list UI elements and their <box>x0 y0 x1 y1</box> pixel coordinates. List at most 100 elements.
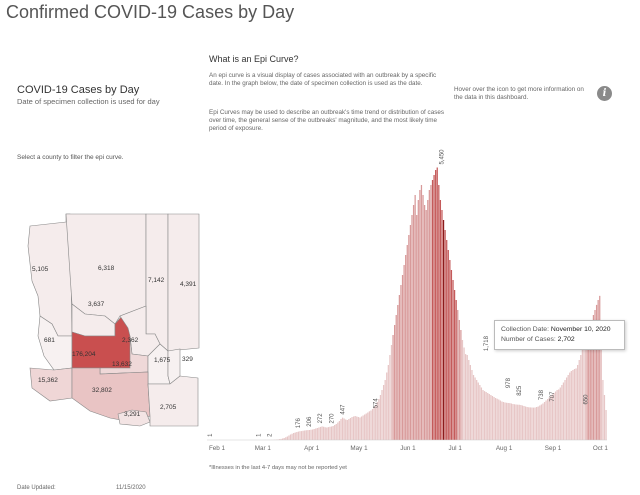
bar-day-155[interactable] <box>455 300 457 440</box>
bar-day-105[interactable] <box>376 402 378 440</box>
bar-day-56[interactable] <box>299 431 301 440</box>
bar-day-123[interactable] <box>405 255 407 440</box>
county-cochise[interactable] <box>147 375 199 427</box>
bar-day-115[interactable] <box>392 335 394 440</box>
bar-day-43[interactable] <box>278 439 281 440</box>
bar-day-190[interactable] <box>510 403 513 441</box>
bar-day-230[interactable] <box>573 369 576 440</box>
bar-day-81[interactable] <box>338 421 341 440</box>
bar-day-231[interactable] <box>575 368 577 440</box>
bar-day-249[interactable] <box>603 395 606 440</box>
bar-day-199[interactable] <box>524 406 527 441</box>
bar-day-55[interactable] <box>297 431 300 440</box>
bar-day-48[interactable] <box>286 436 288 441</box>
bar-day-125[interactable] <box>408 235 410 440</box>
bar-day-218[interactable] <box>554 391 557 441</box>
info-icon[interactable]: i <box>597 86 612 101</box>
bar-day-233[interactable] <box>578 360 580 440</box>
bar-day-163[interactable] <box>468 360 470 440</box>
bar-day-104[interactable] <box>375 405 377 440</box>
bar-day-45[interactable] <box>282 438 284 441</box>
bar-day-219[interactable] <box>556 390 558 440</box>
bar-day-186[interactable] <box>504 402 506 441</box>
bar-day-99[interactable] <box>367 412 369 441</box>
bar-day-89[interactable] <box>351 417 353 440</box>
bar-day-185[interactable] <box>502 402 505 440</box>
bar-day-175[interactable] <box>487 393 489 440</box>
bar-day-227[interactable] <box>569 372 571 440</box>
bar-day-121[interactable] <box>401 275 404 440</box>
bar-day-52[interactable] <box>293 433 295 440</box>
bar-day-202[interactable] <box>529 407 531 440</box>
bar-day-159[interactable] <box>461 340 464 440</box>
bar-day-93[interactable] <box>357 417 359 440</box>
bar-day-234[interactable] <box>580 355 582 440</box>
bar-day-53[interactable] <box>294 432 296 441</box>
bar-day-120[interactable] <box>400 285 402 440</box>
bar-day-95[interactable] <box>360 416 363 441</box>
bar-day-198[interactable] <box>523 406 525 440</box>
bar-day-210[interactable] <box>542 403 544 441</box>
bar-day-47[interactable] <box>285 437 287 440</box>
bar-day-150[interactable] <box>447 250 449 440</box>
bar-day-132[interactable] <box>419 190 421 440</box>
bar-day-146[interactable] <box>441 210 443 440</box>
bar-day-204[interactable] <box>532 407 535 440</box>
bar-day-73[interactable] <box>326 427 328 441</box>
bar-day-122[interactable] <box>403 265 405 440</box>
bar-day-196[interactable] <box>520 405 522 440</box>
bar-day-176[interactable] <box>488 394 490 440</box>
bar-day-180[interactable] <box>494 398 497 440</box>
bar-day-130[interactable] <box>416 215 418 440</box>
bar-day-86[interactable] <box>346 420 348 440</box>
bar-day-135[interactable] <box>423 205 426 440</box>
bar-day-44[interactable] <box>280 438 282 440</box>
bar-day-131[interactable] <box>417 200 419 440</box>
bar-day-49[interactable] <box>288 435 290 441</box>
bar-day-158[interactable] <box>460 330 462 440</box>
bar-day-168[interactable] <box>476 380 478 440</box>
bar-day-162[interactable] <box>466 355 468 440</box>
bar-day-141[interactable] <box>433 175 435 440</box>
bar-day-220[interactable] <box>558 389 560 440</box>
bar-day-156[interactable] <box>457 310 459 440</box>
bar-day-90[interactable] <box>352 416 355 441</box>
bar-day-215[interactable] <box>550 396 552 440</box>
bar-day-194[interactable] <box>517 404 519 440</box>
bar-day-136[interactable] <box>425 210 427 440</box>
bar-day-94[interactable] <box>359 417 361 441</box>
bar-day-189[interactable] <box>509 403 511 440</box>
bar-day-149[interactable] <box>446 240 448 440</box>
bar-day-113[interactable] <box>389 355 391 440</box>
bar-day-191[interactable] <box>512 404 514 440</box>
bar-day-103[interactable] <box>373 407 375 440</box>
bar-day-235[interactable] <box>581 350 584 440</box>
bar-day-110[interactable] <box>384 380 386 440</box>
bar-day-213[interactable] <box>547 399 549 440</box>
bar-day-211[interactable] <box>543 402 546 440</box>
bar-day-63[interactable] <box>310 429 312 440</box>
bar-day-212[interactable] <box>545 400 547 441</box>
bar-day-65[interactable] <box>313 429 315 440</box>
bar-day-67[interactable] <box>316 428 318 440</box>
bar-day-140[interactable] <box>431 180 434 440</box>
bar-day-236[interactable] <box>583 345 585 440</box>
bar-day-170[interactable] <box>479 385 481 440</box>
bar-day-203[interactable] <box>531 407 533 441</box>
bar-day-60[interactable] <box>305 430 307 440</box>
bar-day-74[interactable] <box>327 427 330 440</box>
bar-day-197[interactable] <box>521 405 524 441</box>
bar-day-57[interactable] <box>300 431 303 440</box>
bar-day-126[interactable] <box>409 225 412 440</box>
bar-day-108[interactable] <box>381 390 383 440</box>
bar-day-147[interactable] <box>442 220 445 440</box>
bar-day-172[interactable] <box>482 390 484 440</box>
bar-day-188[interactable] <box>507 403 509 440</box>
bar-day-70[interactable] <box>321 426 323 440</box>
bar-day-88[interactable] <box>349 418 352 440</box>
bar-day-127[interactable] <box>411 215 413 440</box>
bar-day-152[interactable] <box>450 270 453 440</box>
bar-day-238[interactable] <box>586 335 588 440</box>
arizona-county-map[interactable]: 5,105 6,318 7,142 4,391 3,637 681 176,204 2,362… <box>10 186 220 430</box>
bar-day-166[interactable] <box>472 375 475 440</box>
